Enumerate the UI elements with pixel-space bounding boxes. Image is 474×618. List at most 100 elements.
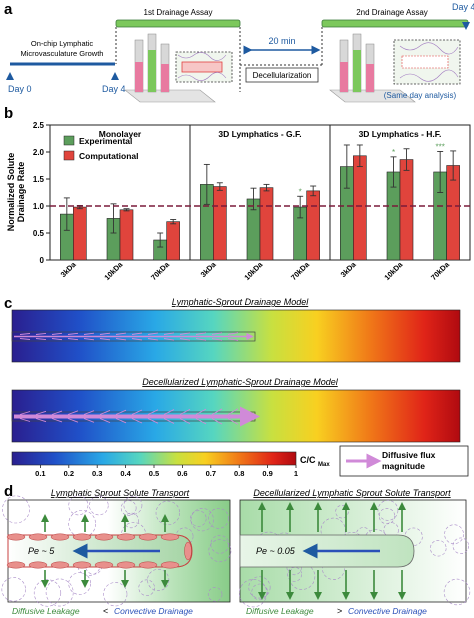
bar-computational xyxy=(213,186,227,261)
group-label: 3D Lymphatics - H.F. xyxy=(359,129,442,139)
decell-label: Decellularization xyxy=(253,71,312,80)
day4-left-marker xyxy=(111,72,119,80)
flux-arrow xyxy=(99,418,111,423)
legend-label-experimental: Experimental xyxy=(79,136,132,146)
sprout-outline-1 xyxy=(11,331,256,342)
same-day-label: (Same day analysis) xyxy=(384,91,457,100)
bar-computational xyxy=(119,209,134,261)
flux-arrow xyxy=(19,411,31,415)
colorbar-tick-label: 0.8 xyxy=(234,469,244,478)
day0-marker xyxy=(6,72,14,80)
y-tick-label: 1.5 xyxy=(33,175,45,184)
flux-arrow xyxy=(195,338,207,341)
flux-arrow xyxy=(163,338,175,341)
flux-arrow xyxy=(67,410,79,415)
flux-arrow xyxy=(163,332,175,335)
flux-arrow xyxy=(179,332,191,335)
flux-arrow xyxy=(195,332,207,335)
flux-arrow xyxy=(227,418,239,425)
flux-arrow xyxy=(67,338,79,341)
colorbar-tick-label: 0.2 xyxy=(64,469,74,478)
flux-arrow xyxy=(147,338,159,341)
model2-title: Decellularized Lymphatic-Sprout Drainage… xyxy=(142,377,338,387)
peclet-left: Pe ~ 5 xyxy=(28,546,55,556)
flux-arrow xyxy=(163,409,175,415)
flux-arrow xyxy=(83,332,95,335)
caption-left-operator: < xyxy=(103,606,108,616)
colorbar-tick-label: 1 xyxy=(294,469,298,478)
flux-arrow xyxy=(211,332,223,335)
day4-left-label: Day 4 xyxy=(102,84,126,94)
flux-arrow xyxy=(195,408,207,415)
group-label: 3D Lymphatics - G.F. xyxy=(218,129,301,139)
panel-a: a Day 0 Day 4 On-chip Lymphatic Microvas… xyxy=(4,1,474,103)
chip-illustration-2 xyxy=(329,33,461,103)
chip-illustration-1 xyxy=(124,33,233,103)
x-tick-label: 10kDa xyxy=(102,259,125,282)
growth-label-2: Microvasculature Growth xyxy=(21,49,104,58)
panel-b: b Normalized Solute Drainage Rate 0 0.5 1.… xyxy=(4,105,471,282)
y-tick-label: 0 xyxy=(40,256,45,265)
flux-arrow xyxy=(83,338,95,341)
flux-arrow xyxy=(19,338,31,340)
colorbar-tick-label: 0.9 xyxy=(262,469,272,478)
assay2-label: 2nd Drainage Assay xyxy=(356,8,428,17)
significance-marker: * xyxy=(392,148,395,157)
colorbar-tick-label: 0.1 xyxy=(35,469,45,478)
flux-arrows-sprout xyxy=(14,332,254,341)
x-tick-label: 70kDa xyxy=(289,259,312,282)
panel-b-letter: b xyxy=(4,105,13,122)
flux-arrow xyxy=(99,410,111,415)
panel-d-letter: d xyxy=(4,483,13,500)
y-axis-label-1: Normalized Solute xyxy=(6,153,16,232)
day0-label: Day 0 xyxy=(8,84,32,94)
flux-arrow xyxy=(211,418,223,425)
day4-right-marker xyxy=(462,22,470,30)
growth-label-1: On-chip Lymphatic xyxy=(31,39,93,48)
flux-arrow xyxy=(179,408,191,415)
colorbar-ticks: 0.1 0.2 0.3 0.4 0.5 0.6 0.7 0.8 0.9 1 xyxy=(35,465,298,478)
transport-left-schematic xyxy=(1,495,232,607)
flux-arrow xyxy=(115,332,127,335)
significance-marker: * xyxy=(299,187,302,196)
bar-computational xyxy=(306,190,320,261)
flux-arrow xyxy=(51,410,63,415)
caption-right-operator: > xyxy=(337,606,342,616)
flux-arrow xyxy=(115,418,127,424)
flux-arrow xyxy=(51,418,63,423)
panel-a-letter: a xyxy=(4,1,13,18)
flux-arrow xyxy=(115,409,127,415)
caption-left-leakage: Diffusive Leakage xyxy=(12,606,80,616)
transport-right-schematic xyxy=(239,499,471,608)
legend-label-computational: Computational xyxy=(79,151,139,161)
y-tick-label: 0.5 xyxy=(33,229,45,238)
interval-label: 20 min xyxy=(268,36,295,46)
flux-arrow xyxy=(35,418,47,423)
x-tick-label: 10kDa xyxy=(382,259,405,282)
chart-layer: 0 0.5 1.0 1.5 2.0 2.5 Monolayer 3D Lymphatics -… xyxy=(33,121,470,282)
flux-arrow xyxy=(195,418,207,425)
transport-left-title: Lymphatic Sprout Solute Transport xyxy=(51,488,190,498)
assay2-bar xyxy=(321,19,469,28)
bar-computational xyxy=(399,159,414,261)
colorbar-sub: Max xyxy=(318,462,330,468)
flux-arrow xyxy=(67,332,79,335)
flux-arrow xyxy=(227,408,239,415)
y-tick-label: 1.0 xyxy=(33,202,45,211)
x-tick-label: 10kDa xyxy=(242,259,265,282)
peclet-right: Pe ~ 0.05 xyxy=(256,546,296,556)
panel-d: d Lymphatic Sprout Solute Transport Dece… xyxy=(1,483,471,616)
assay1-bar xyxy=(115,19,241,28)
y-axis-label-2: Drainage Rate xyxy=(16,162,26,223)
group-label: Monolayer xyxy=(99,129,142,139)
flux-legend-line1: Diffusive flux xyxy=(382,450,436,460)
colorbar-tick-label: 0.3 xyxy=(92,469,102,478)
legend-swatch-computational xyxy=(63,150,75,161)
flux-arrow xyxy=(227,338,239,341)
bar-computational xyxy=(73,206,87,261)
flux-arrow xyxy=(131,338,143,341)
model1-title: Lymphatic-Sprout Drainage Model xyxy=(172,297,309,307)
caption-left-drainage: Convective Drainage xyxy=(114,606,193,616)
flux-arrow xyxy=(147,409,159,415)
panel-c: c Lymphatic-Sprout Drainage Model Decell… xyxy=(4,295,469,478)
